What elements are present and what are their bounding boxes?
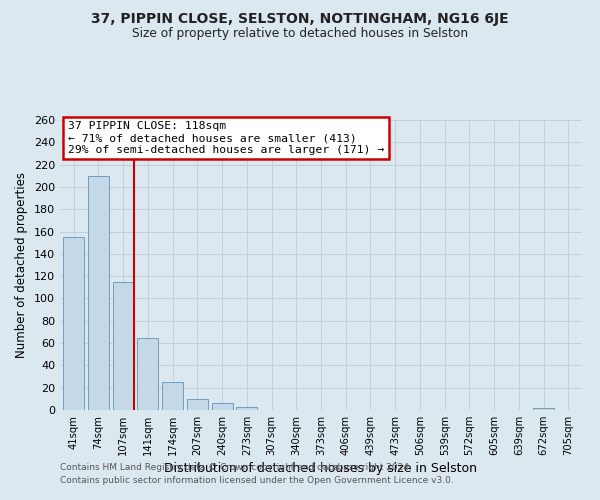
Bar	[137, 338, 158, 410]
Bar	[212, 404, 233, 410]
Bar	[533, 408, 554, 410]
X-axis label: Distribution of detached houses by size in Selston: Distribution of detached houses by size …	[164, 462, 478, 475]
Text: 37 PIPPIN CLOSE: 118sqm
← 71% of detached houses are smaller (413)
29% of semi-d: 37 PIPPIN CLOSE: 118sqm ← 71% of detache…	[68, 122, 384, 154]
Bar	[113, 282, 134, 410]
Text: Size of property relative to detached houses in Selston: Size of property relative to detached ho…	[132, 28, 468, 40]
Y-axis label: Number of detached properties: Number of detached properties	[16, 172, 28, 358]
Bar	[88, 176, 109, 410]
Bar	[236, 406, 257, 410]
Bar	[63, 237, 84, 410]
Bar	[187, 399, 208, 410]
Text: Contains HM Land Registry data © Crown copyright and database right 2024.: Contains HM Land Registry data © Crown c…	[60, 464, 412, 472]
Text: 37, PIPPIN CLOSE, SELSTON, NOTTINGHAM, NG16 6JE: 37, PIPPIN CLOSE, SELSTON, NOTTINGHAM, N…	[91, 12, 509, 26]
Bar	[162, 382, 183, 410]
Text: Contains public sector information licensed under the Open Government Licence v3: Contains public sector information licen…	[60, 476, 454, 485]
